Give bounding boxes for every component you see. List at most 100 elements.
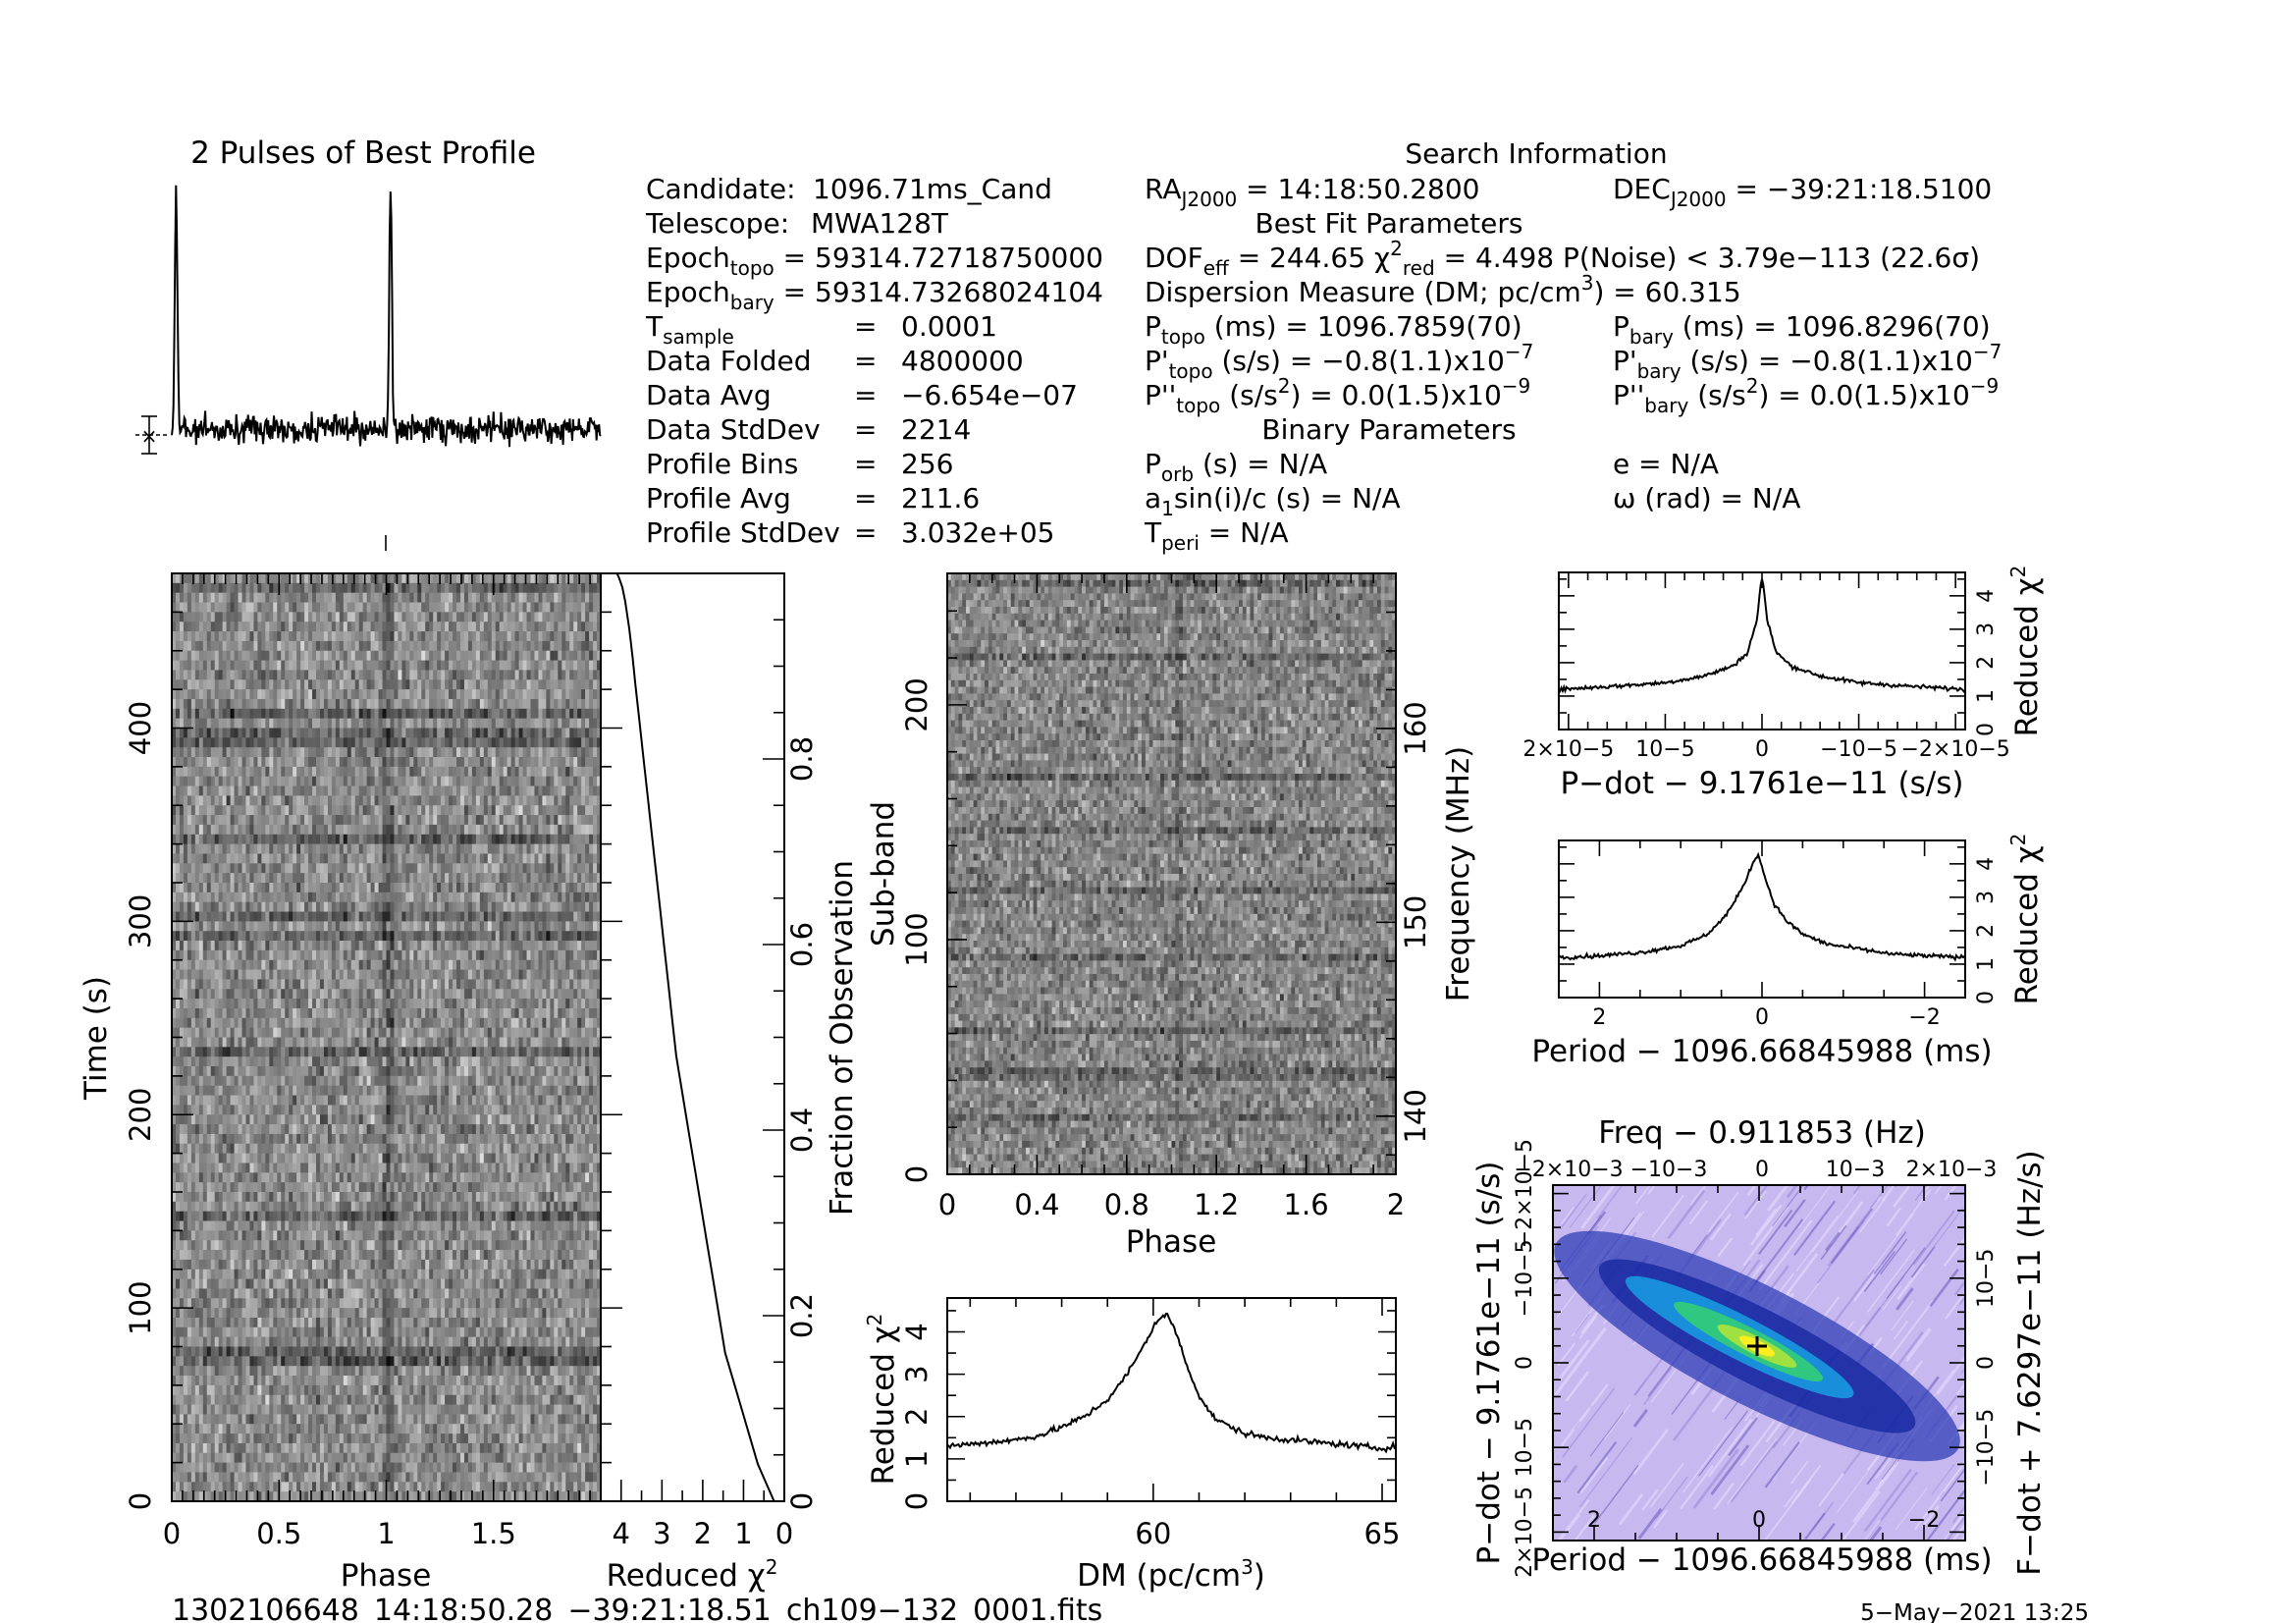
subband-phase-heatmap <box>947 573 1396 1174</box>
chi-time-xtick-label: 3 <box>653 1517 670 1550</box>
subband-phase-y2label: Frequency (MHz) <box>1441 746 1476 1002</box>
pdot-chi-ylabel: Reduced χ2 <box>2006 566 2045 737</box>
dm-chi-ylabel: Reduced χ2 <box>863 1314 901 1486</box>
telescope-value: MWA128T <box>811 207 949 240</box>
time-phase-xtick-label: 1 <box>377 1517 395 1550</box>
candidate-label: Candidate: <box>646 173 796 205</box>
p-topo: Ptopo (ms) = 1096.7859(70) <box>1145 310 1522 349</box>
data-folded-value: 4800000 <box>901 345 1024 377</box>
pdot-chi-ytick-label: 4 <box>1974 589 1999 603</box>
chi-time-ylabel: Fraction of Observation <box>825 860 860 1216</box>
data-stddev-label: Data StdDev <box>646 413 821 446</box>
p-orb: Porb (s) = N/A <box>1145 448 1327 486</box>
ppdot-xtick-label: −2 <box>1908 1508 1940 1533</box>
dm-chi-xtick-label: 65 <box>1364 1517 1401 1550</box>
chi-time-xtick-label: 1 <box>734 1517 752 1550</box>
profile-stddev-label: Profile StdDev <box>646 516 840 549</box>
search-title: Search Information <box>1405 137 1667 170</box>
subband-phase-xtick-label: 0.4 <box>1014 1188 1059 1221</box>
ra: RAJ2000 = 14:18:50.2800 <box>1145 173 1479 211</box>
ppdot-y2tick-label: −10−5 <box>1974 1409 1999 1487</box>
ppdot-ytick-label: −10−5 <box>1513 1239 1537 1317</box>
period-chi-xtick-label: 0 <box>1755 1005 1769 1030</box>
time-phase-xtick-label: 1.5 <box>471 1517 516 1550</box>
chi-time-curve <box>617 573 774 1501</box>
time-phase-ytick-label: 200 <box>124 1088 157 1142</box>
pdot-chi-ytick-label: 2 <box>1974 656 1999 670</box>
ppdot-x2tick-label: 0 <box>1755 1158 1769 1182</box>
profile-bins-value: 256 <box>901 448 953 480</box>
period-chi-ytick-label: 1 <box>1974 957 1999 971</box>
chi-time-ytick-label: 0.4 <box>785 1108 819 1153</box>
pdot-chi-xlabel: P−dot − 9.1761e−11 (s/s) <box>1561 766 1964 801</box>
a1sini: a1sin(i)/c (s) = N/A <box>1145 482 1401 520</box>
dm-chi-ytick-label: 4 <box>900 1323 934 1340</box>
period-chi-curve <box>1559 855 1965 960</box>
profile-title: 2 Pulses of Best Profile <box>190 135 536 171</box>
t-sample-value: 0.0001 <box>901 310 997 343</box>
time-phase-ylabel: Time (s) <box>79 976 114 1101</box>
period-chi-xtick-label: 2 <box>1592 1005 1606 1030</box>
profile-panel: 2 Pulses of Best Profile × <box>135 135 601 551</box>
chi-time-xtick-label: 0 <box>775 1517 793 1550</box>
chi-time-xtick-label: 2 <box>694 1517 712 1550</box>
binary-title: Binary Parameters <box>1261 413 1516 446</box>
time-phase-ytick-label: 400 <box>124 701 157 755</box>
footer-date: 5−May−2021 13:25 <box>1860 1600 2089 1623</box>
subband-phase-ylabel: Sub-band <box>866 801 901 947</box>
subband-phase-ytick-label: 200 <box>900 677 934 731</box>
chi-time-ytick-label: 0.6 <box>785 922 819 967</box>
candidate-value: 1096.71ms_Cand <box>813 173 1052 205</box>
data-avg-label: Data Avg <box>646 379 772 411</box>
telescope-label: Telescope: <box>645 207 789 240</box>
omega: ω (rad) = N/A <box>1613 482 1800 514</box>
ppdot-x2tick-label: 10−3 <box>1826 1158 1885 1182</box>
profile-errorbar: × <box>135 416 170 454</box>
profile-curve <box>172 186 601 447</box>
time-phase-ytick-label: 100 <box>124 1280 157 1334</box>
chi-time-ytick-label: 0.8 <box>785 736 819 782</box>
profile-avg-label: Profile Avg <box>646 482 791 514</box>
profile-avg-value: 211.6 <box>901 482 980 514</box>
data-avg-value: −6.654e−07 <box>901 379 1078 411</box>
ppdot-ytick-label: −2×10−5 <box>1513 1139 1537 1248</box>
period-chi-ytick-label: 0 <box>1974 991 1999 1004</box>
ppdot-ytick-label: 0 <box>1513 1356 1537 1370</box>
dm-chi-ytick-label: 0 <box>900 1492 934 1510</box>
ppdot-xtick-label: 2 <box>1587 1508 1601 1533</box>
footer-filename: 1302106648_14:18:50.28_−39:21:18.51_ch10… <box>172 1594 1102 1623</box>
chi-time-xtick-label: 4 <box>613 1517 630 1550</box>
time-phase-heatmap <box>172 573 601 1501</box>
profile-bins-label: Profile Bins <box>646 448 798 480</box>
pdot-chi-xtick-label: 0 <box>1755 737 1769 762</box>
search-information: Search Information Candidate: 1096.71ms_… <box>645 137 2002 555</box>
subband-phase-ytick-label: 100 <box>900 912 934 966</box>
pdot-chi-curve <box>1559 579 1965 692</box>
pdot-chi-ytick-label: 3 <box>1974 622 1999 636</box>
t-sample: Tsample <box>645 310 734 349</box>
ppdot-x2tick-label: 2×10−3 <box>1906 1158 1998 1182</box>
time-phase-ytick-label: 300 <box>124 894 157 948</box>
dec: DECJ2000 = −39:21:18.5100 <box>1613 173 1992 211</box>
pdot-chi-xtick-label: −10−5 <box>1820 737 1897 762</box>
ppdot-xlabel: Period − 1096.66845988 (ms) <box>1531 1542 1992 1578</box>
subband-phase-ytick-label: 0 <box>900 1165 934 1183</box>
data-stddev-value: 2214 <box>901 413 971 446</box>
best-fit-title: Best Fit Parameters <box>1255 207 1523 240</box>
ppdot-ytick-label: 10−5 <box>1513 1418 1537 1477</box>
dm-chi-xtick-label: 60 <box>1135 1517 1171 1550</box>
profile-stddev-value: 3.032e+05 <box>901 516 1054 549</box>
time-phase-xtick-label: 0 <box>163 1517 181 1550</box>
epoch-topo: Epochtopo = 59314.72718750000 <box>646 242 1103 280</box>
dm-chi-xlabel: DM (pc/cm3) <box>1077 1555 1265 1594</box>
ppdot-xtick-label: 0 <box>1752 1508 1766 1533</box>
chi-time-xlabel: Reduced χ2 <box>607 1555 778 1594</box>
subband-phase-xtick-label: 0 <box>938 1188 956 1221</box>
pdot-chi-xtick-label: 10−5 <box>1635 737 1694 762</box>
